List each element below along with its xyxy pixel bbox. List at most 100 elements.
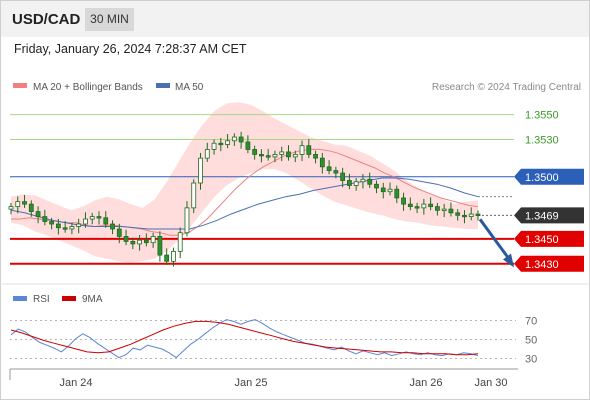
candle [96, 211, 102, 225]
candle [204, 142, 210, 162]
candle [252, 145, 258, 160]
candle [299, 140, 305, 162]
candle [259, 149, 264, 163]
level-label-2: 1.3500 [525, 172, 559, 184]
candle [89, 212, 95, 225]
level-tag-3 [514, 207, 584, 224]
candle [28, 200, 34, 217]
level-tag-5 [514, 255, 584, 272]
source-credit: Research © 2024 Trading Central [432, 82, 581, 93]
candle [191, 179, 197, 214]
candle [22, 194, 27, 208]
candle [407, 197, 413, 211]
rsi-ma-line [10, 320, 479, 356]
candle [130, 237, 136, 250]
candle [401, 192, 406, 211]
candle [231, 133, 237, 146]
candle [49, 217, 55, 230]
level-label-1: 1.3530 [525, 135, 559, 147]
candle [380, 182, 386, 199]
candle [340, 167, 346, 188]
rsi-tick-50: 50 [525, 335, 537, 347]
candle [150, 232, 156, 248]
candle [123, 229, 129, 246]
level-tag-4 [514, 230, 584, 247]
candle [347, 173, 352, 190]
candle [360, 174, 366, 189]
candle [428, 197, 434, 211]
candle [265, 148, 271, 161]
x-tick-label: Jan 25 [234, 377, 267, 389]
candle [110, 220, 115, 235]
candle [198, 152, 203, 190]
candle [313, 150, 318, 164]
level-label-0: 1.3550 [525, 110, 559, 122]
candle [238, 131, 244, 149]
level-tag-2 [514, 168, 584, 185]
rsi-ma-legend-label: 9MA [82, 294, 103, 305]
rsi-line [10, 319, 479, 359]
candle [103, 211, 109, 228]
candle [55, 218, 61, 235]
candle [69, 222, 75, 235]
rsi-legend-label: RSI [33, 294, 50, 305]
candle [157, 231, 163, 262]
ma20-legend-swatch [13, 83, 27, 88]
candle [171, 247, 176, 267]
candle [143, 233, 149, 247]
level-label-3: 1.3469 [525, 210, 559, 222]
header-bar: USD/CAD 30 MIN [1, 1, 589, 37]
rsi-tick-70: 70 [525, 316, 537, 328]
candle [83, 212, 88, 228]
rsi-tick-30: 30 [525, 354, 537, 366]
bollinger-band [11, 102, 478, 263]
candle [272, 150, 278, 163]
ma50-legend-swatch [156, 83, 170, 88]
candle [286, 145, 291, 161]
candle [116, 223, 122, 244]
candle [367, 172, 373, 188]
candle [76, 218, 82, 234]
candle [177, 227, 183, 259]
candle [333, 166, 339, 179]
candle [279, 146, 285, 162]
x-tick-label: Jan 26 [409, 377, 442, 389]
level-label-5: 1.3430 [525, 259, 559, 271]
candle [414, 202, 420, 214]
candle [211, 139, 217, 155]
candle [326, 160, 332, 175]
x-tick-label: Jan 30 [474, 377, 507, 389]
candle [184, 201, 190, 237]
candle [441, 203, 447, 218]
symbol-title: USD/CAD [12, 11, 81, 28]
rsi-ma-legend-swatch [62, 296, 76, 301]
level-label-4: 1.3450 [525, 234, 559, 246]
candle [8, 202, 14, 215]
candle [455, 209, 461, 221]
candle [387, 182, 393, 196]
candle [394, 185, 400, 204]
candle [164, 248, 170, 266]
ma20-legend-label: MA 20 + Bollinger Bands [33, 82, 143, 93]
candle [462, 210, 467, 224]
timeframe-badge[interactable]: 30 MIN [85, 8, 134, 31]
candle [218, 138, 224, 152]
candle [15, 196, 21, 214]
candle [374, 180, 379, 194]
candle [475, 210, 481, 221]
forecast-arrow-head [503, 253, 514, 268]
candle [42, 209, 48, 226]
candle [292, 150, 298, 163]
candle [225, 134, 230, 149]
ma50-legend-label: MA 50 [175, 82, 204, 93]
forecast-arrow-shaft [478, 218, 510, 259]
candle [319, 152, 325, 174]
candle [434, 202, 440, 216]
candle [62, 221, 68, 233]
candle [137, 234, 142, 251]
timestamp: Friday, January 26, 2024 7:28:37 AM CET [14, 42, 247, 56]
candle [421, 198, 427, 215]
candle [468, 207, 474, 221]
candle [448, 202, 454, 217]
